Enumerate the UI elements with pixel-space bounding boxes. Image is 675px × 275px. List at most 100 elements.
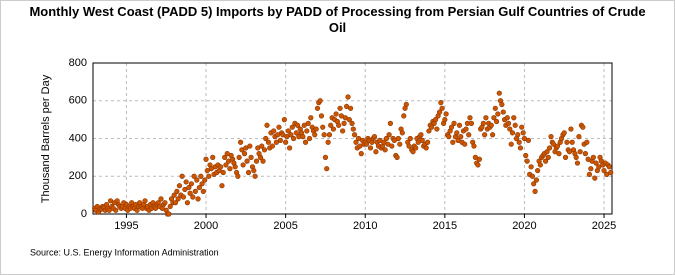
data-point — [351, 132, 358, 138]
data-point — [511, 115, 517, 121]
data-point — [556, 151, 562, 157]
data-point — [261, 147, 268, 153]
data-point — [320, 124, 326, 130]
y-tick-label: 0 — [81, 208, 87, 220]
data-point — [281, 117, 287, 123]
data-point — [466, 132, 472, 138]
data-point — [529, 173, 535, 179]
data-point — [499, 101, 505, 108]
data-point — [350, 126, 356, 132]
data-point — [222, 154, 228, 160]
data-point — [317, 98, 323, 104]
data-point — [179, 173, 185, 179]
data-point — [383, 135, 390, 142]
data-point — [387, 120, 393, 126]
data-point — [294, 122, 301, 128]
data-point — [241, 151, 248, 157]
data-point — [573, 154, 579, 160]
data-point — [187, 190, 193, 196]
data-point — [191, 173, 197, 179]
data-point — [313, 126, 319, 132]
data-point — [162, 200, 168, 206]
data-point — [158, 196, 164, 202]
data-point — [406, 143, 412, 149]
data-point — [582, 151, 589, 157]
data-point — [172, 200, 179, 206]
data-point — [248, 154, 254, 160]
data-point — [606, 164, 612, 170]
data-point — [195, 196, 201, 202]
data-point — [463, 126, 469, 132]
data-point — [532, 188, 538, 194]
data-point — [358, 151, 364, 157]
data-point — [264, 122, 270, 128]
data-point — [363, 141, 370, 147]
data-point — [584, 139, 590, 145]
data-point — [507, 126, 513, 132]
x-tick-label: 2020 — [512, 220, 536, 232]
data-point — [305, 120, 311, 126]
data-point — [395, 135, 401, 142]
data-point — [401, 113, 407, 119]
data-point — [554, 143, 561, 149]
x-tick-label: 2000 — [194, 220, 218, 232]
data-point — [183, 179, 189, 185]
data-point — [564, 139, 570, 145]
data-point — [293, 130, 299, 136]
data-point — [371, 134, 378, 140]
x-tick-label: 1995 — [114, 220, 138, 232]
data-point — [176, 183, 183, 189]
data-point — [508, 141, 514, 147]
data-point — [341, 120, 347, 126]
data-point — [265, 139, 272, 145]
x-tick-label: 2010 — [353, 220, 377, 232]
data-point — [322, 154, 329, 160]
data-point — [569, 139, 575, 145]
data-point — [500, 109, 506, 115]
data-point — [389, 143, 395, 149]
data-point — [142, 198, 148, 204]
data-point — [271, 128, 277, 134]
data-point — [199, 181, 205, 187]
data-point — [113, 207, 119, 213]
data-point — [306, 135, 313, 142]
data-point — [601, 167, 607, 174]
data-point — [462, 141, 468, 147]
data-point — [288, 132, 294, 138]
data-point — [289, 124, 295, 130]
data-point — [403, 101, 409, 108]
data-point — [353, 139, 359, 145]
data-point — [174, 188, 180, 194]
data-point — [535, 167, 541, 174]
data-point — [515, 132, 521, 138]
data-point — [548, 134, 554, 140]
data-point — [218, 164, 224, 170]
data-point — [269, 143, 276, 149]
data-point — [425, 139, 431, 145]
data-point — [235, 173, 241, 179]
data-point — [433, 117, 439, 123]
data-point — [198, 173, 204, 179]
data-point — [448, 124, 455, 130]
data-point — [489, 132, 496, 138]
data-point — [495, 111, 501, 117]
y-tick-label: 600 — [69, 95, 87, 107]
data-point — [180, 194, 187, 200]
data-point — [528, 164, 534, 170]
y-tick-label: 800 — [69, 57, 87, 69]
data-point — [488, 122, 494, 128]
source: Source: U.S. Energy Information Administ… — [30, 247, 219, 257]
data-point — [290, 135, 297, 142]
data-point — [520, 130, 526, 136]
data-point — [244, 158, 250, 164]
data-point — [367, 145, 374, 151]
data-point — [456, 122, 463, 128]
data-point — [523, 152, 529, 159]
data-point — [175, 196, 181, 202]
data-point — [236, 154, 242, 160]
data-point — [210, 154, 216, 160]
data-point — [410, 149, 416, 155]
data-point — [505, 120, 512, 126]
data-point — [325, 139, 331, 145]
